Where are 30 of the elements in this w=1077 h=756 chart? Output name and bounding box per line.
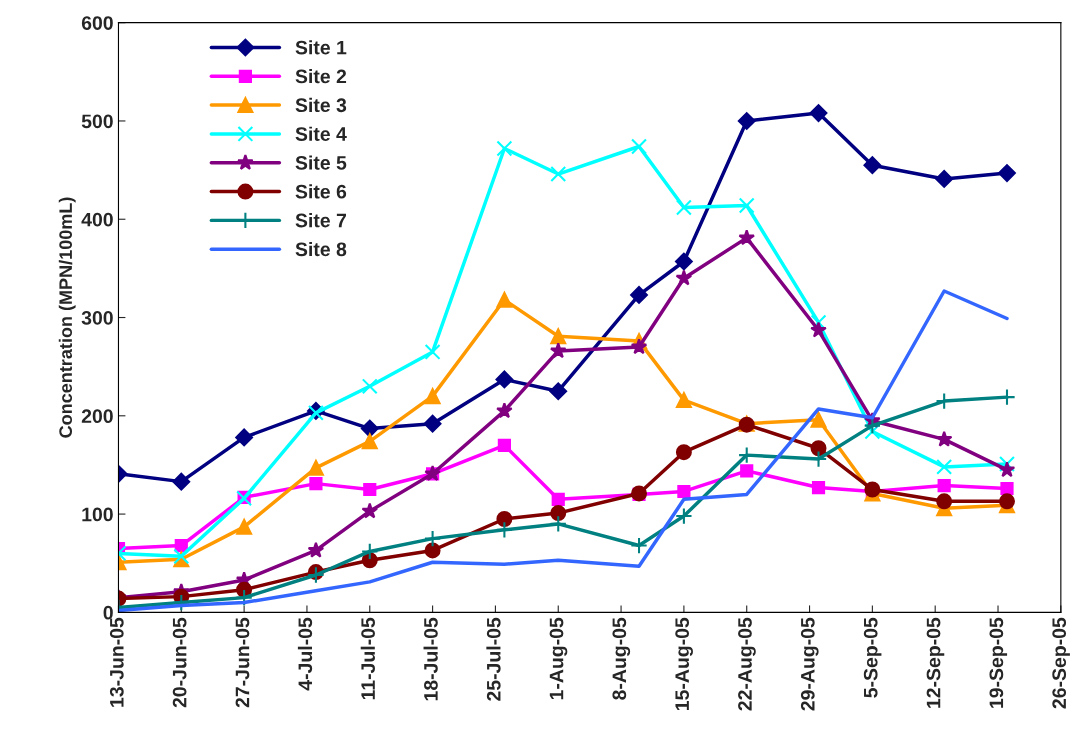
legend-label: Site 6 [295, 184, 347, 199]
y-tick-label: 600 [81, 16, 113, 30]
legend-label: Site 5 [295, 155, 347, 170]
x-tick-label: 20-Jun-05 [172, 617, 187, 708]
x-tick-label: 25-Jul-05 [486, 617, 501, 701]
legend-label: Site 3 [295, 97, 347, 113]
x-tick-label: 15-Aug-05 [675, 617, 693, 710]
x-tick-label: 8-Aug-05 [612, 617, 631, 700]
x-tick-label: 19-Sep-05 [989, 617, 1008, 708]
y-tick-label: 500 [81, 114, 113, 129]
x-tick-label: 29-Aug-05 [800, 617, 819, 711]
y-tick-label: 200 [81, 409, 113, 424]
x-tick-label: 4-Jul-05 [297, 617, 313, 691]
x-tick-label: 22-Aug-05 [738, 617, 756, 711]
x-tick-label: 27-Jun-05 [235, 617, 250, 708]
legend-label: Site 7 [295, 213, 346, 228]
legend-label: Site 2 [295, 69, 347, 84]
x-tick-label: 18-Jul-05 [423, 617, 438, 701]
x-tick-label: 26-Sep-05 [1052, 617, 1070, 709]
y-axis-title: Concentration (MPN/100mL) [58, 197, 76, 438]
x-tick-label: 5-Sep-05 [863, 617, 882, 698]
y-tick-label: 100 [82, 507, 113, 522]
legend-label: Site 8 [295, 241, 347, 257]
legend-label: Site 1 [295, 40, 347, 55]
x-tick-label: 12-Sep-05 [926, 617, 945, 708]
y-tick-label: 400 [81, 212, 113, 227]
x-tick-label: 1-Aug-05 [549, 617, 568, 700]
x-tick-label: 11-Jul-05 [360, 617, 375, 700]
y-tick-label: 300 [81, 310, 113, 325]
legend-label: Site 4 [295, 126, 347, 141]
